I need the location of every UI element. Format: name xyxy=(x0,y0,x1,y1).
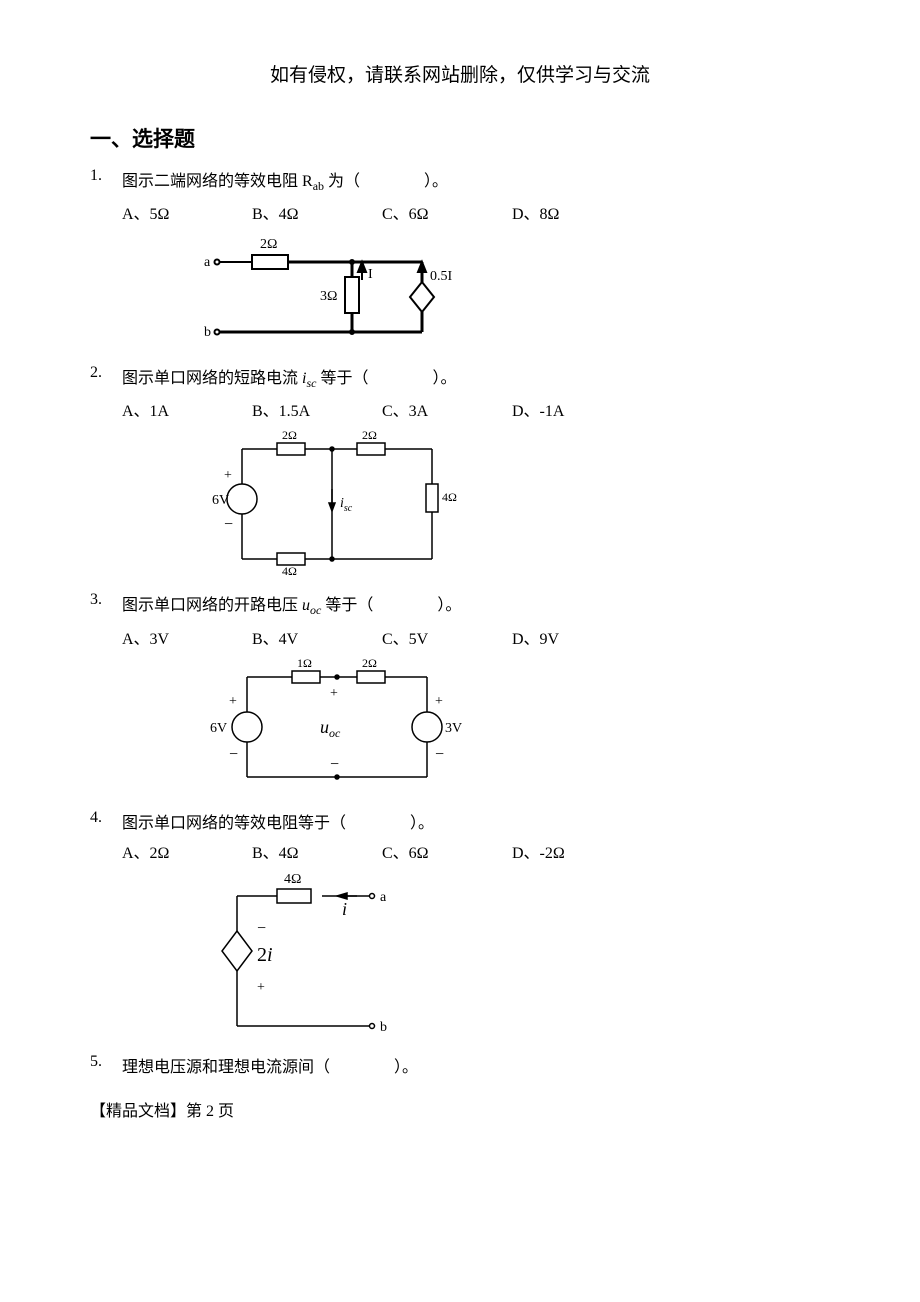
svg-text:−: − xyxy=(435,746,444,763)
svg-text:6V: 6V xyxy=(212,493,229,508)
svg-text:2Ω: 2Ω xyxy=(362,657,377,670)
q1-opt-a: A、5Ω xyxy=(122,200,252,224)
svg-text:1Ω: 1Ω xyxy=(297,657,312,670)
q4-opt-b: B、4Ω xyxy=(252,839,382,863)
svg-text:4Ω: 4Ω xyxy=(442,490,457,504)
svg-text:uoc: uoc xyxy=(320,717,341,740)
q3-opt-c: C、5V xyxy=(382,625,512,649)
svg-text:isc: isc xyxy=(340,496,353,514)
q3-number: 3. xyxy=(90,591,102,609)
q3-opt-a: A、3V xyxy=(122,625,252,649)
q1-text: 图示二端网络的等效电阻 Rab 为（ ）。 xyxy=(122,167,830,194)
svg-text:2Ω: 2Ω xyxy=(362,429,377,442)
q1-circuit-diagram: a b 2Ω 3Ω I 0.5I xyxy=(202,232,462,352)
q4-options: A、2Ω B、4Ω C、6Ω D、-2Ω xyxy=(122,839,830,863)
q1-opt-d: D、8Ω xyxy=(512,200,642,224)
q2-options: A、1A B、1.5A C、3A D、-1A xyxy=(122,397,830,421)
svg-text:+: + xyxy=(229,694,237,709)
q4-opt-c: C、6Ω xyxy=(382,839,512,863)
svg-text:−: − xyxy=(224,516,233,533)
svg-text:−: − xyxy=(257,920,266,937)
svg-text:3Ω: 3Ω xyxy=(320,289,337,304)
q2-opt-d: D、-1A xyxy=(512,397,642,421)
q2-text: 图示单口网络的短路电流 isc 等于（ ）。 xyxy=(122,364,830,391)
footer-page-label: 【精品文档】第 2 页 xyxy=(90,1097,830,1121)
q3-text: 图示单口网络的开路电压 uoc 等于（ ）。 xyxy=(122,591,830,618)
q2-opt-a: A、1A xyxy=(122,397,252,421)
q3-opt-b: B、4V xyxy=(252,625,382,649)
q4-opt-a: A、2Ω xyxy=(122,839,252,863)
q2-opt-b: B、1.5A xyxy=(252,397,382,421)
question-2: 2. 图示单口网络的短路电流 isc 等于（ ）。 A、1A B、1.5A C、… xyxy=(90,364,830,579)
svg-text:3V: 3V xyxy=(445,721,462,736)
header-notice: 如有侵权，请联系网站删除，仅供学习与交流 xyxy=(90,60,830,87)
question-5: 5. 理想电压源和理想电流源间（ ）。 xyxy=(90,1053,830,1077)
section-title: 一、选择题 xyxy=(90,123,830,153)
svg-text:I: I xyxy=(368,267,373,282)
svg-text:a: a xyxy=(204,255,211,270)
q4-number: 4. xyxy=(90,809,102,827)
svg-text:+: + xyxy=(435,694,443,709)
svg-text:6V: 6V xyxy=(210,721,227,736)
q3-opt-d: D、9V xyxy=(512,625,642,649)
q3-circuit-diagram: + − 6V + − 3V 1Ω 2Ω + − uoc xyxy=(202,657,462,797)
q2-circuit-diagram: + − 6V 2Ω 2Ω 4Ω 4Ω isc xyxy=(202,429,462,579)
q5-number: 5. xyxy=(90,1053,102,1071)
svg-text:0.5I: 0.5I xyxy=(430,269,453,284)
svg-text:i: i xyxy=(342,899,347,919)
svg-text:−: − xyxy=(330,756,339,773)
q1-opt-b: B、4Ω xyxy=(252,200,382,224)
svg-text:−: − xyxy=(229,746,238,763)
q1-number: 1. xyxy=(90,167,102,185)
svg-text:4Ω: 4Ω xyxy=(284,872,301,887)
svg-text:+: + xyxy=(257,980,265,995)
q1-options: A、5Ω B、4Ω C、6Ω D、8Ω xyxy=(122,200,830,224)
question-1: 1. 图示二端网络的等效电阻 Rab 为（ ）。 A、5Ω B、4Ω C、6Ω … xyxy=(90,167,830,352)
question-3: 3. 图示单口网络的开路电压 uoc 等于（ ）。 A、3V B、4V C、5V… xyxy=(90,591,830,796)
q4-text: 图示单口网络的等效电阻等于（ ）。 xyxy=(122,809,830,833)
q1-opt-c: C、6Ω xyxy=(382,200,512,224)
svg-text:2Ω: 2Ω xyxy=(282,429,297,442)
svg-text:2Ω: 2Ω xyxy=(260,237,277,252)
q3-options: A、3V B、4V C、5V D、9V xyxy=(122,625,830,649)
svg-text:b: b xyxy=(380,1020,387,1035)
svg-text:4Ω: 4Ω xyxy=(282,564,297,578)
q2-opt-c: C、3A xyxy=(382,397,512,421)
question-4: 4. 图示单口网络的等效电阻等于（ ）。 A、2Ω B、4Ω C、6Ω D、-2… xyxy=(90,809,830,1041)
svg-text:+: + xyxy=(224,468,232,483)
svg-text:a: a xyxy=(380,890,387,905)
q4-opt-d: D、-2Ω xyxy=(512,839,642,863)
svg-text:2i: 2i xyxy=(257,944,273,966)
svg-text:b: b xyxy=(204,325,211,340)
svg-text:+: + xyxy=(330,686,338,701)
q4-circuit-diagram: a b 4Ω i − + 2i xyxy=(202,871,402,1041)
q5-text: 理想电压源和理想电流源间（ ）。 xyxy=(122,1053,830,1077)
q2-number: 2. xyxy=(90,364,102,382)
